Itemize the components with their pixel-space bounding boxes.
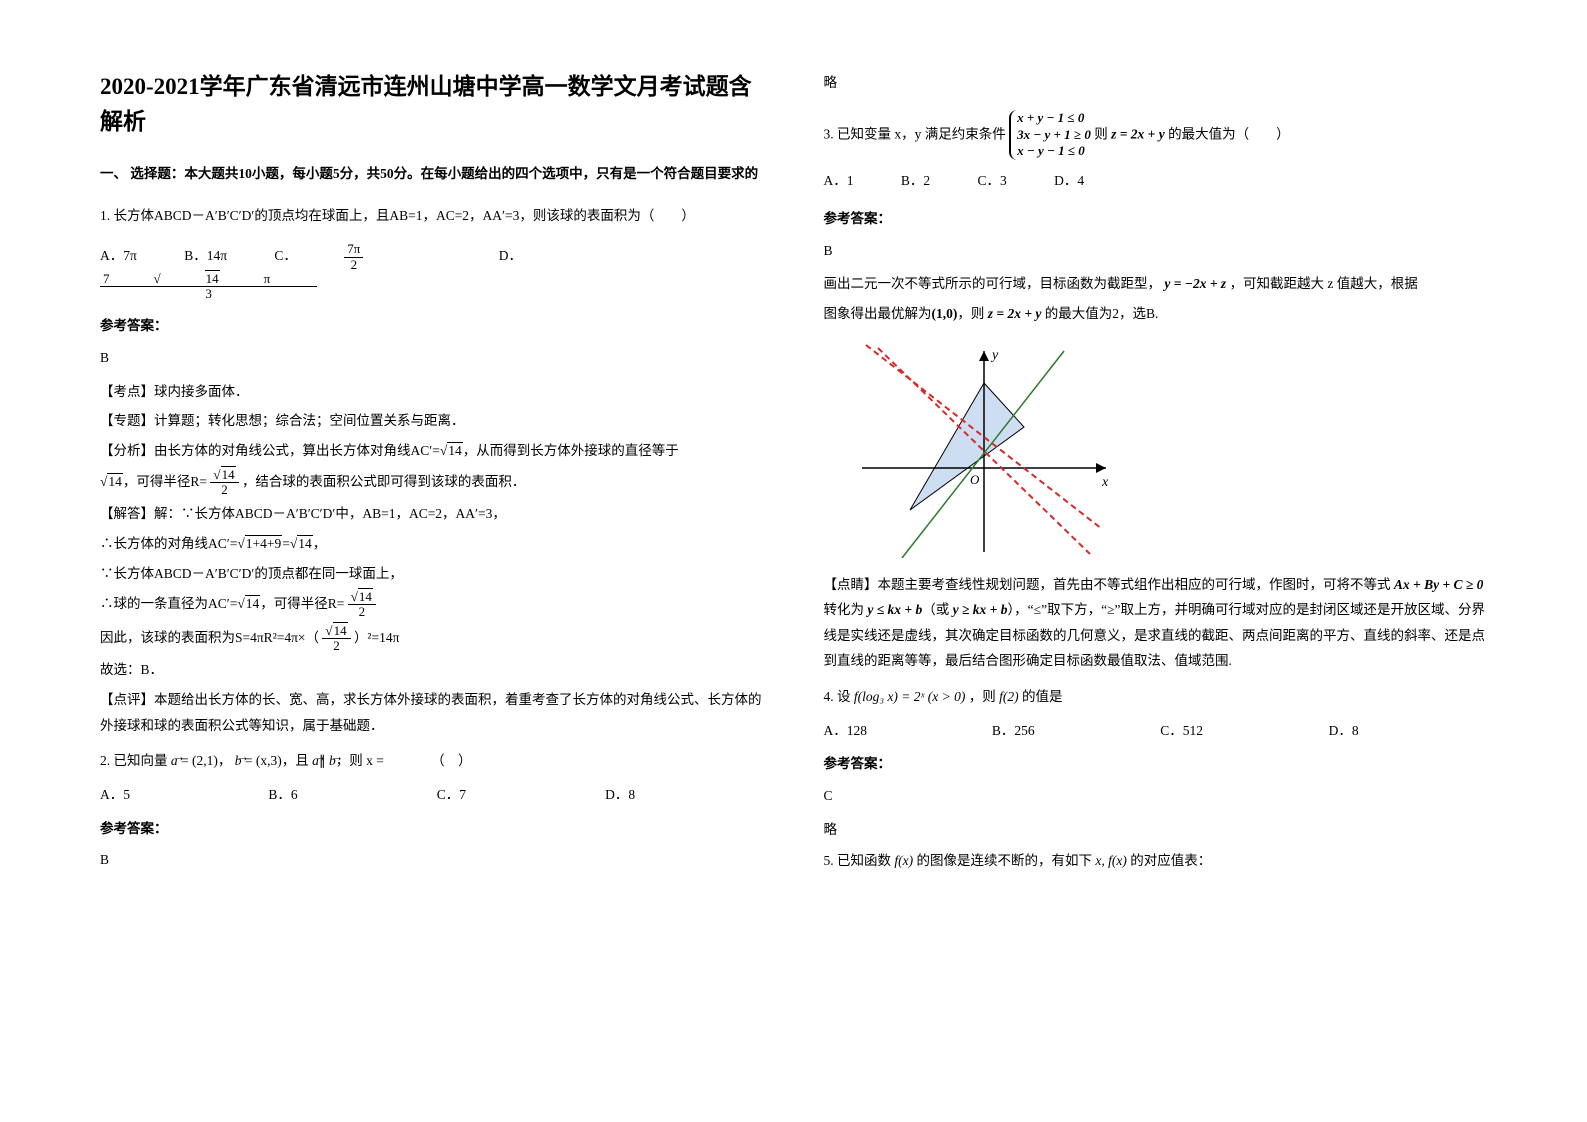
answer-label: 参考答案： (824, 206, 1498, 232)
q3-opt-d: D．4 (1054, 173, 1084, 188)
svg-text:x: x (1101, 475, 1109, 490)
q3-feasible-region-chart: x y O (854, 343, 1114, 558)
q4-opt-d: D．8 (1329, 718, 1497, 744)
q2-opt-a: A．5 (100, 782, 268, 808)
section-heading: 一、 选择题：本大题共10小题，每小题5分，共50分。在每小题给出的四个选项中，… (100, 161, 774, 187)
q3-opt-b: B．2 (901, 173, 930, 188)
q1-analysis-6: ∴长方体的对角线AC′=1+4+9=14， (100, 531, 774, 557)
q3-constraints: x + y − 1 ≤ 0 3x − y + 1 ≥ 0 x − y − 1 ≤… (1009, 110, 1091, 161)
q4-answer: C (824, 783, 1498, 809)
q2-opt-b: B．6 (268, 782, 436, 808)
q1-options: A．7π B．14π C． 7π2 D． 714π 3 (100, 242, 774, 301)
q3-options: A．1 B．2 C．3 D．4 (824, 168, 1498, 194)
q1-opt-a: A．7π (100, 248, 137, 263)
q5-text: 5. 已知函数 f(x) 的图像是连续不断的，有如下 x, f(x) 的对应值表… (824, 848, 1498, 874)
q1-analysis-9: 因此，该球的表面积为S=4πR²=4π×（ 142 ）²=14π (100, 624, 774, 654)
q1-opt-b: B．14π (184, 248, 227, 263)
q1-analysis-7: ∵长方体ABCD－A′B′C′D′的顶点都在同一球面上， (100, 561, 774, 587)
q1-answer: B (100, 345, 774, 371)
q1-opt-c: C． 7π2 (274, 248, 454, 263)
q4-text: 4. 设 f(log₃ x) = 2ˣ (x > 0) ，则 f(2) 的值是 (824, 684, 1498, 710)
answer-label: 参考答案： (100, 816, 774, 842)
q3-analysis-2: 图象得出最优解为(1,0)，则 z = 2x + y 的最大值为2，选B. (824, 301, 1498, 327)
q4-extra: 略 (824, 817, 1498, 843)
q1-analysis-3: 【分析】由长方体的对角线公式，算出长方体对角线AC′=14，从而得到长方体外接球… (100, 438, 774, 464)
q2-extra: 略 (824, 70, 1498, 96)
svg-text:O: O (970, 472, 980, 487)
q1-analysis-4: 14，可得半径R= 142 ，结合球的表面积公式即可得到该球的表面积． (100, 468, 774, 498)
q3-answer: B (824, 238, 1498, 264)
q1-analysis-1: 【考点】球内接多面体． (100, 379, 774, 405)
q3-text: 3. 已知变量 x，y 满足约束条件 x + y − 1 ≤ 0 3x − y … (824, 110, 1498, 161)
answer-label: 参考答案： (100, 313, 774, 339)
q4-opt-c: C．512 (1160, 718, 1328, 744)
q3-comment: 【点睛】本题主要考查线性规划问题，首先由不等式组作出相应的可行域，作图时，可将不… (824, 572, 1498, 675)
q4-opt-b: B．256 (992, 718, 1160, 744)
q1-analysis-11: 【点评】本题给出长方体的长、宽、高，求长方体外接球的表面积，着重考查了长方体的对… (100, 687, 774, 738)
q4-options: A．128 B．256 C．512 D．8 (824, 718, 1498, 744)
q2-text: 2. 已知向量 →a = (2,1)， →b = (x,3)，且 →a∥ →b，… (100, 748, 774, 774)
svg-text:y: y (990, 348, 999, 363)
q1-analysis-10: 故选：B． (100, 657, 774, 683)
q4-opt-a: A．128 (824, 718, 992, 744)
q1-analysis-8: ∴球的一条直径为AC′=14，可得半径R= 142 (100, 590, 774, 620)
q3-opt-c: C．3 (978, 173, 1007, 188)
q1-analysis-5: 【解答】解：∵长方体ABCD－A′B′C′D′中，AB=1，AC=2，AA′=3… (100, 501, 774, 527)
q2-opt-c: C．7 (437, 782, 605, 808)
q3-opt-a: A．1 (824, 173, 854, 188)
answer-label: 参考答案： (824, 751, 1498, 777)
doc-title: 2020-2021学年广东省清远市连州山塘中学高一数学文月考试题含解析 (100, 70, 774, 139)
q2-options: A．5 B．6 C．7 D．8 (100, 782, 774, 808)
q1-analysis-2: 【专题】计算题；转化思想；综合法；空间位置关系与距离． (100, 408, 774, 434)
q3-analysis-1: 画出二元一次不等式所示的可行域，目标函数为截距型， y = −2x + z ，可… (824, 271, 1498, 297)
q2-answer: B (100, 847, 774, 873)
q1-text: 1. 长方体ABCD－A′B′C′D′的顶点均在球面上，且AB=1，AC=2，A… (100, 203, 774, 229)
q2-opt-d: D．8 (605, 782, 773, 808)
